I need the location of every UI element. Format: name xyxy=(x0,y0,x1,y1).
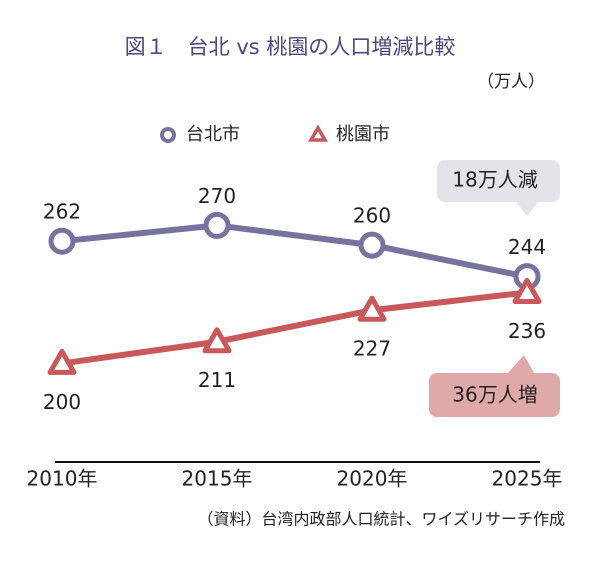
legend-marker xyxy=(160,127,176,143)
chart-title: 図１ 台北 vs 桃園の人口増減比較 xyxy=(125,35,456,59)
data-label: 211 xyxy=(198,368,236,392)
marker xyxy=(203,211,231,239)
marker xyxy=(47,348,77,375)
data-label: 227 xyxy=(353,337,391,361)
unit-label: （万人） xyxy=(477,72,545,92)
data-label: 260 xyxy=(353,204,391,228)
x-tick-label: 2010年 xyxy=(27,467,98,491)
annotation: 18万人減 xyxy=(452,168,537,192)
marker xyxy=(48,227,76,255)
annotation: 36万人増 xyxy=(452,383,537,407)
marker xyxy=(358,231,386,259)
data-label: 270 xyxy=(198,184,236,208)
callout-box xyxy=(429,355,560,417)
data-label: 244 xyxy=(508,235,546,259)
legend-label: 桃園市 xyxy=(336,124,390,145)
x-tick-label: 2025年 xyxy=(492,467,563,491)
marker xyxy=(202,327,232,354)
series-line xyxy=(61,222,528,280)
x-tick-label: 2015年 xyxy=(182,467,253,491)
callout-box xyxy=(437,160,560,216)
legend-marker xyxy=(307,124,329,142)
legend-label: 台北市 xyxy=(186,124,240,145)
data-label: 262 xyxy=(43,200,81,224)
x-tick-label: 2020年 xyxy=(337,467,408,491)
series-line xyxy=(61,289,528,367)
data-label: 200 xyxy=(43,390,81,414)
marker xyxy=(357,295,387,322)
source-note: （資料）台湾内政部人口統計、ワイズリサーチ作成 xyxy=(197,510,565,529)
marker xyxy=(512,277,542,304)
data-label: 236 xyxy=(508,319,546,343)
